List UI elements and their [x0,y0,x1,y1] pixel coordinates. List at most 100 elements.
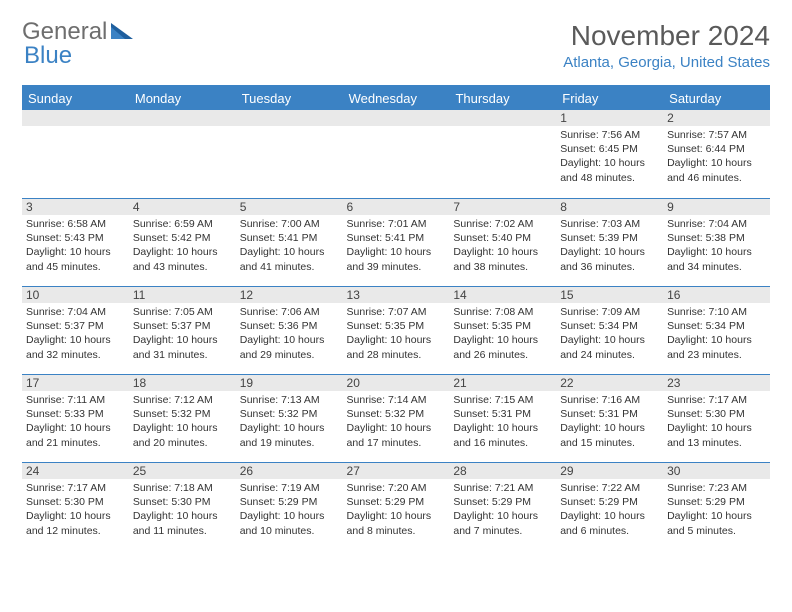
day-details: Sunrise: 7:57 AMSunset: 6:44 PMDaylight:… [667,128,766,185]
day-details: Sunrise: 7:05 AMSunset: 5:37 PMDaylight:… [133,305,232,362]
day-cell: 8Sunrise: 7:03 AMSunset: 5:39 PMDaylight… [556,198,663,286]
month-title: November 2024 [563,20,770,52]
day-details: Sunrise: 7:17 AMSunset: 5:30 PMDaylight:… [667,393,766,450]
day-number: 22 [556,375,663,391]
day-number: 10 [22,287,129,303]
calendar: SundayMondayTuesdayWednesdayThursdayFrid… [22,85,770,550]
day-cell: 23 Sunrise: 7:17 AMSunset: 5:30 PMDayligh… [663,374,770,462]
day-number: 14 [449,287,556,303]
day-cell: 19 Sunrise: 7:13 AMSunset: 5:32 PMDayligh… [236,374,343,462]
day-details: Sunrise: 7:11 AMSunset: 5:33 PMDaylight:… [26,393,125,450]
dow-cell: Tuesday [236,87,343,110]
day-number: 9 [663,199,770,215]
day-number: 17 [22,375,129,391]
day-cell-empty: . [236,110,343,198]
day-details: Sunrise: 7:08 AMSunset: 5:35 PMDaylight:… [453,305,552,362]
day-cell: 6 Sunrise: 7:01 AMSunset: 5:41 PMDaylight… [343,198,450,286]
dow-cell: Friday [556,87,663,110]
day-details: Sunrise: 7:01 AMSunset: 5:41 PMDaylight:… [347,217,446,274]
day-details: Sunrise: 7:07 AMSunset: 5:35 PMDaylight:… [347,305,446,362]
day-number: 12 [236,287,343,303]
day-details: Sunrise: 7:21 AMSunset: 5:29 PMDaylight:… [453,481,552,538]
day-number: 24 [22,463,129,479]
day-details: Sunrise: 7:15 AMSunset: 5:31 PMDaylight:… [453,393,552,450]
day-number: 6 [343,199,450,215]
day-cell: 13 Sunrise: 7:07 AMSunset: 5:35 PMDayligh… [343,286,450,374]
day-number: 15 [556,287,663,303]
day-number: 1 [556,110,663,126]
day-number: 25 [129,463,236,479]
dow-cell: Wednesday [343,87,450,110]
day-cell: 3 Sunrise: 6:58 AMSunset: 5:43 PMDaylight… [22,198,129,286]
day-cell: 10 Sunrise: 7:04 AMSunset: 5:37 PMDayligh… [22,286,129,374]
day-cell-empty: . [449,110,556,198]
day-number: 19 [236,375,343,391]
day-number: 7 [449,199,556,215]
day-details: Sunrise: 6:58 AMSunset: 5:43 PMDaylight:… [26,217,125,274]
day-cell: 12 Sunrise: 7:06 AMSunset: 5:36 PMDayligh… [236,286,343,374]
day-number: 16 [663,287,770,303]
day-cell: 15 Sunrise: 7:09 AMSunset: 5:34 PMDayligh… [556,286,663,374]
logo-text-general: General [22,20,107,44]
day-number: 18 [129,375,236,391]
day-details: Sunrise: 7:00 AMSunset: 5:41 PMDaylight:… [240,217,339,274]
day-details: Sunrise: 7:10 AMSunset: 5:34 PMDaylight:… [667,305,766,362]
dow-cell: Thursday [449,87,556,110]
triangle-icon [111,20,133,44]
day-details: Sunrise: 7:03 AMSunset: 5:39 PMDaylight:… [560,217,659,274]
day-cell: 22 Sunrise: 7:16 AMSunset: 5:31 PMDayligh… [556,374,663,462]
logo-line2: Blue [24,44,72,68]
day-cell: 18 Sunrise: 7:12 AMSunset: 5:32 PMDayligh… [129,374,236,462]
day-details: Sunrise: 7:06 AMSunset: 5:36 PMDaylight:… [240,305,339,362]
day-details: Sunrise: 7:09 AMSunset: 5:34 PMDaylight:… [560,305,659,362]
day-cell: 20Sunrise: 7:14 AMSunset: 5:32 PMDayligh… [343,374,450,462]
day-details: Sunrise: 7:16 AMSunset: 5:31 PMDaylight:… [560,393,659,450]
header: General November 2024 Atlanta, Georgia, … [22,20,770,71]
day-details: Sunrise: 7:13 AMSunset: 5:32 PMDaylight:… [240,393,339,450]
day-details: Sunrise: 6:59 AMSunset: 5:42 PMDaylight:… [133,217,232,274]
day-cell: 1 Sunrise: 7:56 AMSunset: 6:45 PMDaylight… [556,110,663,198]
days-grid: .....1Sunrise: 7:56 AMSunset: 6:45 PMDay… [22,110,770,550]
day-cell: 5Sunrise: 7:00 AMSunset: 5:41 PMDaylight… [236,198,343,286]
day-number: 21 [449,375,556,391]
day-number: 2 [663,110,770,126]
title-block: November 2024 Atlanta, Georgia, United S… [563,20,770,71]
day-cell: 30 Sunrise: 7:23 AMSunset: 5:29 PMDayligh… [663,462,770,550]
location: Atlanta, Georgia, United States [563,54,770,71]
day-cell: 24Sunrise: 7:17 AMSunset: 5:30 PMDayligh… [22,462,129,550]
day-cell: 29 Sunrise: 7:22 AMSunset: 5:29 PMDayligh… [556,462,663,550]
day-number: 4 [129,199,236,215]
dow-row: SundayMondayTuesdayWednesdayThursdayFrid… [22,87,770,110]
day-number: 3 [22,199,129,215]
day-cell-empty: . [129,110,236,198]
day-cell: 16 Sunrise: 7:10 AMSunset: 5:34 PMDayligh… [663,286,770,374]
day-cell: 21 Sunrise: 7:15 AMSunset: 5:31 PMDayligh… [449,374,556,462]
dow-cell: Monday [129,87,236,110]
day-cell: 17 Sunrise: 7:11 AMSunset: 5:33 PMDayligh… [22,374,129,462]
day-cell-empty: . [343,110,450,198]
day-number: 11 [129,287,236,303]
day-cell: 7Sunrise: 7:02 AMSunset: 5:40 PMDaylight… [449,198,556,286]
day-number: 30 [663,463,770,479]
day-details: Sunrise: 7:56 AMSunset: 6:45 PMDaylight:… [560,128,659,185]
day-details: Sunrise: 7:23 AMSunset: 5:29 PMDaylight:… [667,481,766,538]
day-cell: 14 Sunrise: 7:08 AMSunset: 5:35 PMDayligh… [449,286,556,374]
day-details: Sunrise: 7:22 AMSunset: 5:29 PMDaylight:… [560,481,659,538]
day-number: 13 [343,287,450,303]
day-cell: 11 Sunrise: 7:05 AMSunset: 5:37 PMDayligh… [129,286,236,374]
day-number: 23 [663,375,770,391]
day-cell: 26Sunrise: 7:19 AMSunset: 5:29 PMDayligh… [236,462,343,550]
logo: General [22,20,135,44]
day-number: 27 [343,463,450,479]
day-cell: 27 Sunrise: 7:20 AMSunset: 5:29 PMDayligh… [343,462,450,550]
dow-cell: Saturday [663,87,770,110]
day-details: Sunrise: 7:20 AMSunset: 5:29 PMDaylight:… [347,481,446,538]
day-cell: 28Sunrise: 7:21 AMSunset: 5:29 PMDayligh… [449,462,556,550]
day-cell-empty: . [22,110,129,198]
day-number: 26 [236,463,343,479]
day-number: 29 [556,463,663,479]
day-cell: 4 Sunrise: 6:59 AMSunset: 5:42 PMDaylight… [129,198,236,286]
day-details: Sunrise: 7:04 AMSunset: 5:37 PMDaylight:… [26,305,125,362]
day-details: Sunrise: 7:12 AMSunset: 5:32 PMDaylight:… [133,393,232,450]
day-details: Sunrise: 7:18 AMSunset: 5:30 PMDaylight:… [133,481,232,538]
